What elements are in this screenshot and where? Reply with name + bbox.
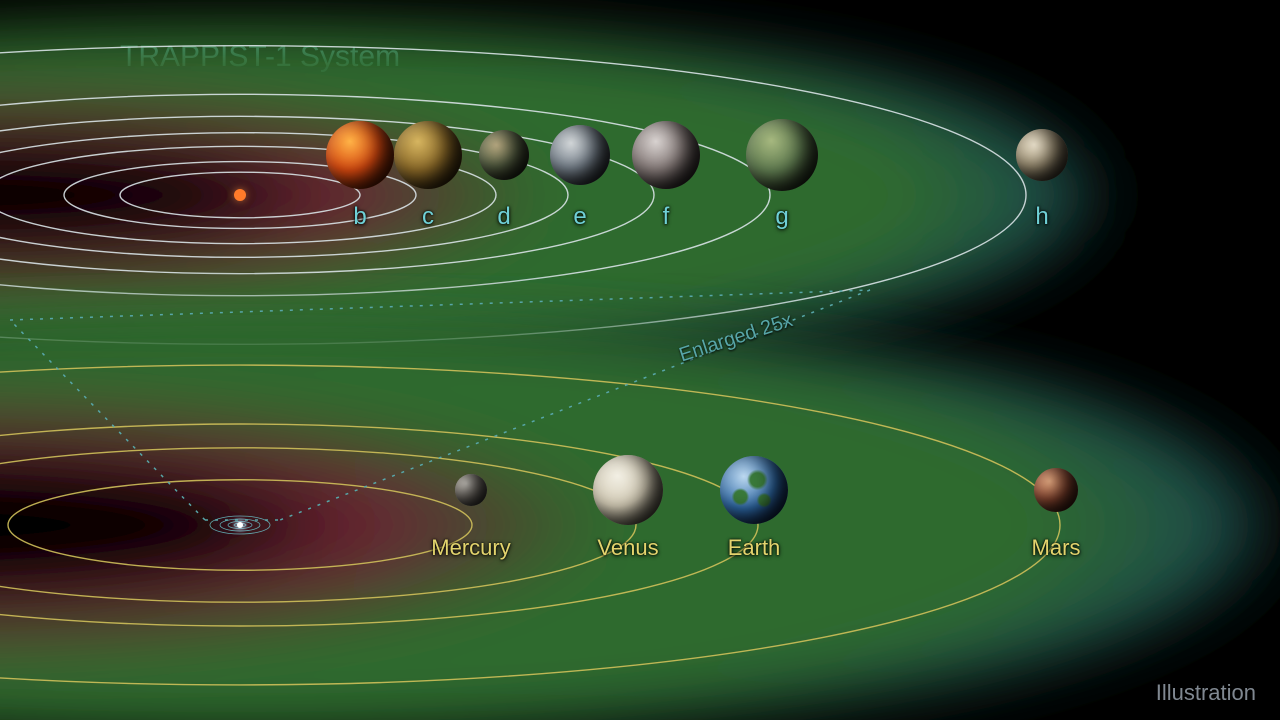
planet-solar-mars xyxy=(1034,468,1078,512)
planet-solar-mercury xyxy=(455,474,487,506)
planet-solar-earth xyxy=(720,456,788,524)
planet-solar-venus xyxy=(593,455,663,525)
planet-label-mercury: Mercury xyxy=(431,535,510,561)
planet-label-mars: Mars xyxy=(1032,535,1081,561)
sun-icon xyxy=(237,522,243,528)
planet-label-venus: Venus xyxy=(597,535,658,561)
illustration-label: Illustration xyxy=(1156,680,1256,706)
planet-label-earth: Earth xyxy=(728,535,781,561)
